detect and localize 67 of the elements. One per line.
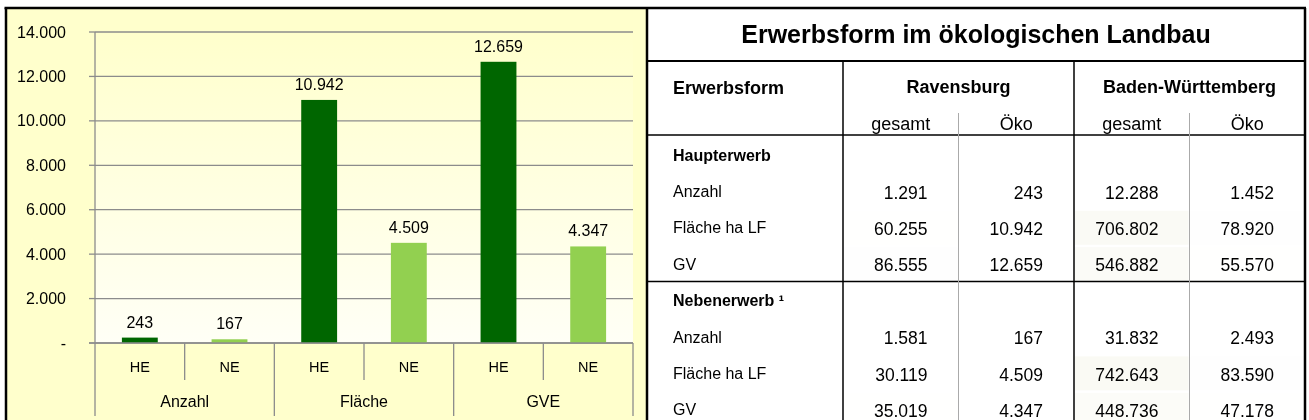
data-label: 78.920 bbox=[1220, 218, 1275, 239]
text: Anzahl bbox=[160, 392, 210, 410]
y-tick-label: 2.000 bbox=[25, 290, 67, 308]
data-label: 546.882 bbox=[1095, 255, 1159, 276]
y-tick-label: GV bbox=[673, 401, 697, 419]
data-label: 1.452 bbox=[1230, 182, 1274, 203]
data-label: 243 bbox=[126, 313, 154, 331]
data-label: 4.347 bbox=[568, 222, 609, 240]
y-tick-label: 10.000 bbox=[17, 112, 67, 130]
text: GVE bbox=[526, 392, 561, 410]
y-tick-label: 4.000 bbox=[25, 245, 67, 263]
data-label: 1.291 bbox=[883, 182, 928, 203]
data-label: 83.590 bbox=[1220, 364, 1275, 385]
x-tick-label: gesamt bbox=[1102, 114, 1162, 135]
y-tick-label: 14.000 bbox=[17, 23, 67, 41]
text: Baden-Württemberg bbox=[1102, 77, 1277, 98]
bar bbox=[390, 242, 427, 343]
x-tick-label: HE bbox=[309, 359, 330, 376]
data-label: 167 bbox=[1013, 328, 1043, 349]
data-label: 35.019 bbox=[873, 400, 928, 420]
text: Ravensburg bbox=[906, 77, 1011, 98]
data-label: 448.736 bbox=[1095, 400, 1159, 420]
data-label: 1.581 bbox=[883, 328, 928, 349]
x-tick-label: HE bbox=[129, 359, 151, 376]
y-tick-label: 8.000 bbox=[25, 156, 67, 174]
y-tick-label: Nebenerwerb ¹ bbox=[673, 292, 785, 310]
x-tick-label: NE bbox=[398, 359, 420, 376]
data-label: 12.288 bbox=[1104, 182, 1159, 203]
y-tick-label: Fläche ha LF bbox=[673, 219, 767, 237]
bar bbox=[301, 99, 338, 343]
y-tick-label: Anzahl bbox=[673, 328, 722, 346]
x-tick-label: Öko bbox=[999, 114, 1033, 135]
data-label: 12.659 bbox=[474, 37, 524, 55]
y-tick-label: 12.000 bbox=[17, 68, 67, 86]
data-label: 47.178 bbox=[1220, 400, 1274, 420]
bar bbox=[480, 61, 517, 343]
y-tick-label: - bbox=[60, 334, 66, 352]
data-label: 167 bbox=[216, 315, 243, 333]
y-tick-label: Fläche ha LF bbox=[673, 365, 767, 382]
x-tick-label: NE bbox=[219, 359, 240, 376]
x-tick-label: Öko bbox=[1230, 114, 1264, 135]
data-label: 243 bbox=[1013, 182, 1043, 203]
data-label: 10.942 bbox=[294, 75, 344, 93]
data-label: 31.832 bbox=[1104, 328, 1159, 349]
x-tick-label: gesamt bbox=[871, 114, 931, 135]
x-tick-label: NE bbox=[578, 359, 599, 376]
data-label: 55.570 bbox=[1220, 255, 1275, 276]
chart-title: Erwerbsform im ökologischen Landbau bbox=[741, 19, 1211, 48]
y-tick-label: GV bbox=[673, 255, 697, 273]
data-label: 86.555 bbox=[873, 255, 928, 276]
data-label: 742.643 bbox=[1095, 364, 1159, 385]
x-tick-label: HE bbox=[488, 359, 509, 376]
y-tick-label: 6.000 bbox=[25, 201, 67, 219]
y-tick-label: Haupterwerb bbox=[673, 146, 772, 164]
data-label: 706.802 bbox=[1095, 218, 1159, 239]
data-label: 4.509 bbox=[999, 364, 1043, 385]
data-label: 4.347 bbox=[999, 400, 1043, 420]
data-label: 60.255 bbox=[873, 218, 928, 239]
y-tick-label: Anzahl bbox=[673, 183, 722, 200]
data-label: 4.509 bbox=[388, 218, 429, 236]
data-label: 2.493 bbox=[1230, 328, 1274, 349]
data-label: 10.942 bbox=[989, 218, 1043, 239]
data-label: 30.119 bbox=[875, 364, 928, 385]
bar bbox=[570, 246, 607, 343]
data-label: 12.659 bbox=[989, 255, 1043, 276]
text: Fläche bbox=[339, 392, 389, 410]
y-axis-title: Erwerbsform bbox=[673, 78, 785, 99]
